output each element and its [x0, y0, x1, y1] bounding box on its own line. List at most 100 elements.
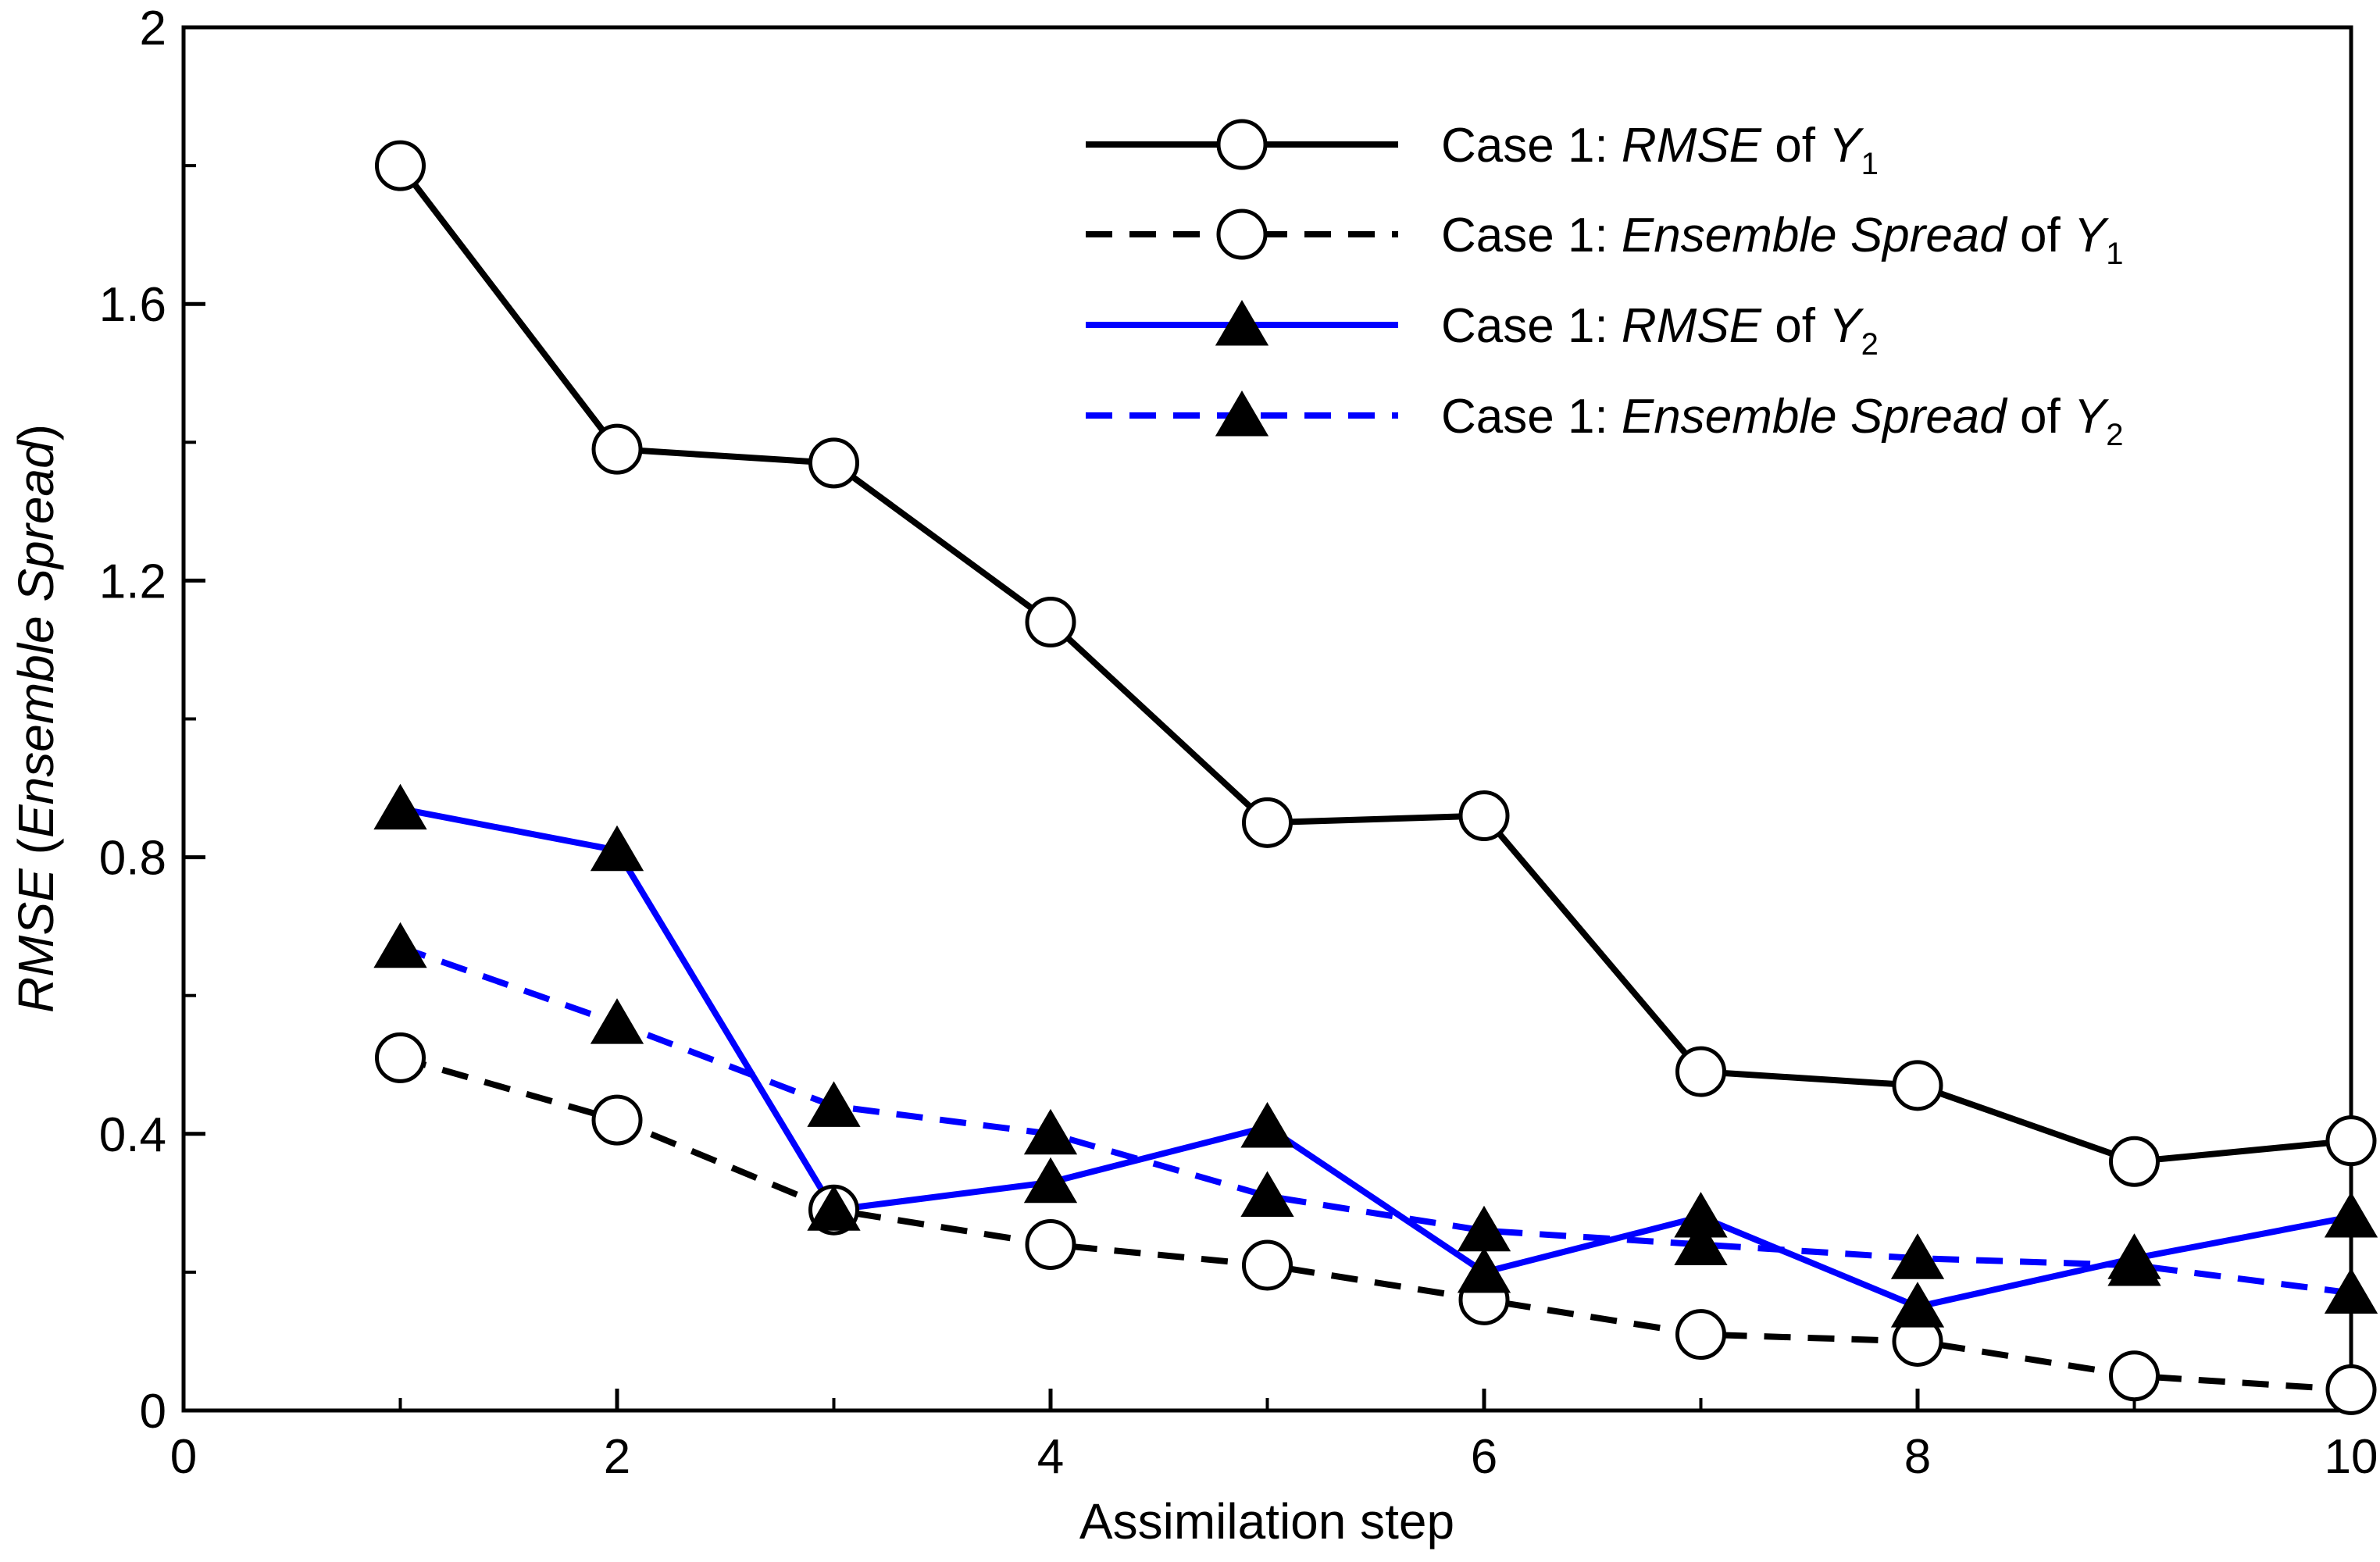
legend-label-part: Ensemble Spread: [1622, 209, 2008, 262]
x-tick-label: 0: [170, 1430, 197, 1484]
data-point: [2325, 1364, 2377, 1415]
series-line: [399, 1054, 2352, 1393]
legend-label-part: Case 1:: [1441, 119, 1622, 173]
data-point: [807, 1185, 861, 1231]
y-tick-label: 0.8: [99, 832, 166, 886]
series-3-markers: [373, 783, 2378, 1328]
legend-item-2: Case 1: Ensemble Spread of Y1: [1086, 209, 2124, 271]
series-line: [399, 805, 2352, 1311]
data-point: [1457, 1205, 1511, 1252]
legend-label-part: Y: [1829, 299, 1864, 353]
series-line: [399, 943, 2352, 1296]
legend-label-part: 2: [2106, 418, 2123, 452]
legend-item-1: Case 1: RMSE of Y1: [1086, 119, 1879, 181]
data-point: [2324, 1268, 2378, 1314]
x-tick-label: 6: [1471, 1430, 1497, 1484]
legend-label-part: of: [2007, 390, 2074, 444]
legend-label: Case 1: RMSE of Y2: [1441, 299, 1879, 362]
data-point: [1457, 1246, 1511, 1293]
data-point: [1890, 1282, 1945, 1328]
series-4-markers: [373, 922, 2378, 1314]
legend-label-part: 1: [1861, 147, 1879, 181]
legend-label-part: of: [1761, 299, 1829, 353]
data-point: [1675, 1309, 1726, 1361]
data-point: [1025, 597, 1076, 648]
legend-label-part: Case 1:: [1441, 209, 1622, 262]
data-point: [2324, 1192, 2378, 1238]
data-point: [375, 140, 426, 191]
y-axis-title-part: (: [8, 838, 64, 868]
data-point: [1674, 1219, 1728, 1265]
legend-marker: [1216, 209, 1268, 260]
legend-label-part: of: [1761, 119, 1829, 173]
legend-label-part: RMSE: [1622, 119, 1762, 173]
data-point: [1240, 1171, 1294, 1217]
y-axis-title-part: ): [8, 424, 64, 440]
data-point: [1023, 1108, 1078, 1155]
data-point: [2325, 1115, 2377, 1167]
y-tick-label: 1.6: [99, 278, 166, 332]
legend-label-part: Ensemble Spread: [1622, 390, 2008, 444]
y-tick-label: 2: [140, 2, 166, 55]
legend-label-part: Y: [1829, 119, 1864, 173]
x-tick-label: 2: [604, 1430, 630, 1484]
data-point: [1892, 1060, 1943, 1111]
y-tick-label: 1.2: [99, 555, 166, 608]
data-point: [1242, 797, 1293, 848]
legend-marker: [1216, 119, 1268, 170]
data-point: [807, 1081, 861, 1127]
data-point: [1890, 1233, 1945, 1279]
y-axis-title-part: Ensemble Spread: [8, 439, 64, 838]
series-line: [398, 163, 2352, 1165]
axes: 0 2 4 6 8 10 0 0.4 0.8 1.2 1.6 2: [99, 2, 2378, 1484]
data-point: [2109, 1136, 2160, 1187]
data-point: [1242, 1239, 1293, 1291]
legend-item-3: Case 1: RMSE of Y2: [1086, 299, 1879, 362]
data-point: [1023, 1157, 1078, 1204]
x-axis-title: Assimilation step: [1079, 1493, 1454, 1550]
y-tick-label: 0: [140, 1385, 166, 1439]
legend-label-part: 2: [1861, 327, 1879, 362]
series-1: [398, 163, 2352, 1165]
y-axis-title: RMSE (Ensemble Spread): [8, 424, 64, 1013]
legend-label: Case 1: Ensemble Spread of Y2: [1441, 390, 2124, 452]
legend-label: Case 1: RMSE of Y1: [1441, 119, 1879, 181]
data-point: [808, 437, 859, 489]
data-point: [375, 1032, 426, 1083]
legend-item-4: Case 1: Ensemble Spread of Y2: [1086, 390, 2124, 452]
y-tick-label: 0.4: [99, 1108, 166, 1162]
legend-label-part: 1: [2106, 237, 2123, 271]
data-point: [591, 423, 643, 475]
data-point: [590, 998, 644, 1044]
data-point: [2109, 1350, 2160, 1402]
series-3: [399, 805, 2352, 1311]
legend-marker: [1215, 390, 1269, 437]
legend-label-part: Case 1:: [1441, 390, 1622, 444]
data-point: [1675, 1046, 1726, 1097]
data-point: [373, 783, 427, 830]
data-point: [2107, 1240, 2161, 1286]
series-4: [399, 943, 2352, 1296]
legend-label: Case 1: Ensemble Spread of Y1: [1441, 209, 2124, 271]
series-layer: [373, 140, 2378, 1415]
legend-marker: [1215, 300, 1269, 346]
legend-label-part: Y: [2074, 209, 2110, 262]
legend-label-part: of: [2007, 209, 2074, 262]
data-point: [590, 825, 644, 872]
x-tick-label: 10: [2325, 1430, 2378, 1484]
series-1-markers: [375, 140, 2377, 1187]
x-tick-label: 8: [1904, 1430, 1931, 1484]
legend-label-part: Case 1:: [1441, 299, 1622, 353]
series-2: [399, 1054, 2352, 1393]
data-point: [373, 922, 427, 968]
x-tick-label: 4: [1037, 1430, 1064, 1484]
series-2-markers: [375, 1032, 2377, 1415]
y-axis-title-part: RMSE: [8, 868, 64, 1013]
data-point: [1240, 1101, 1294, 1148]
data-point: [1025, 1218, 1076, 1270]
legend-label-part: Y: [2074, 390, 2110, 444]
legend-label-part: RMSE: [1622, 299, 1762, 353]
data-point: [1458, 790, 1510, 841]
